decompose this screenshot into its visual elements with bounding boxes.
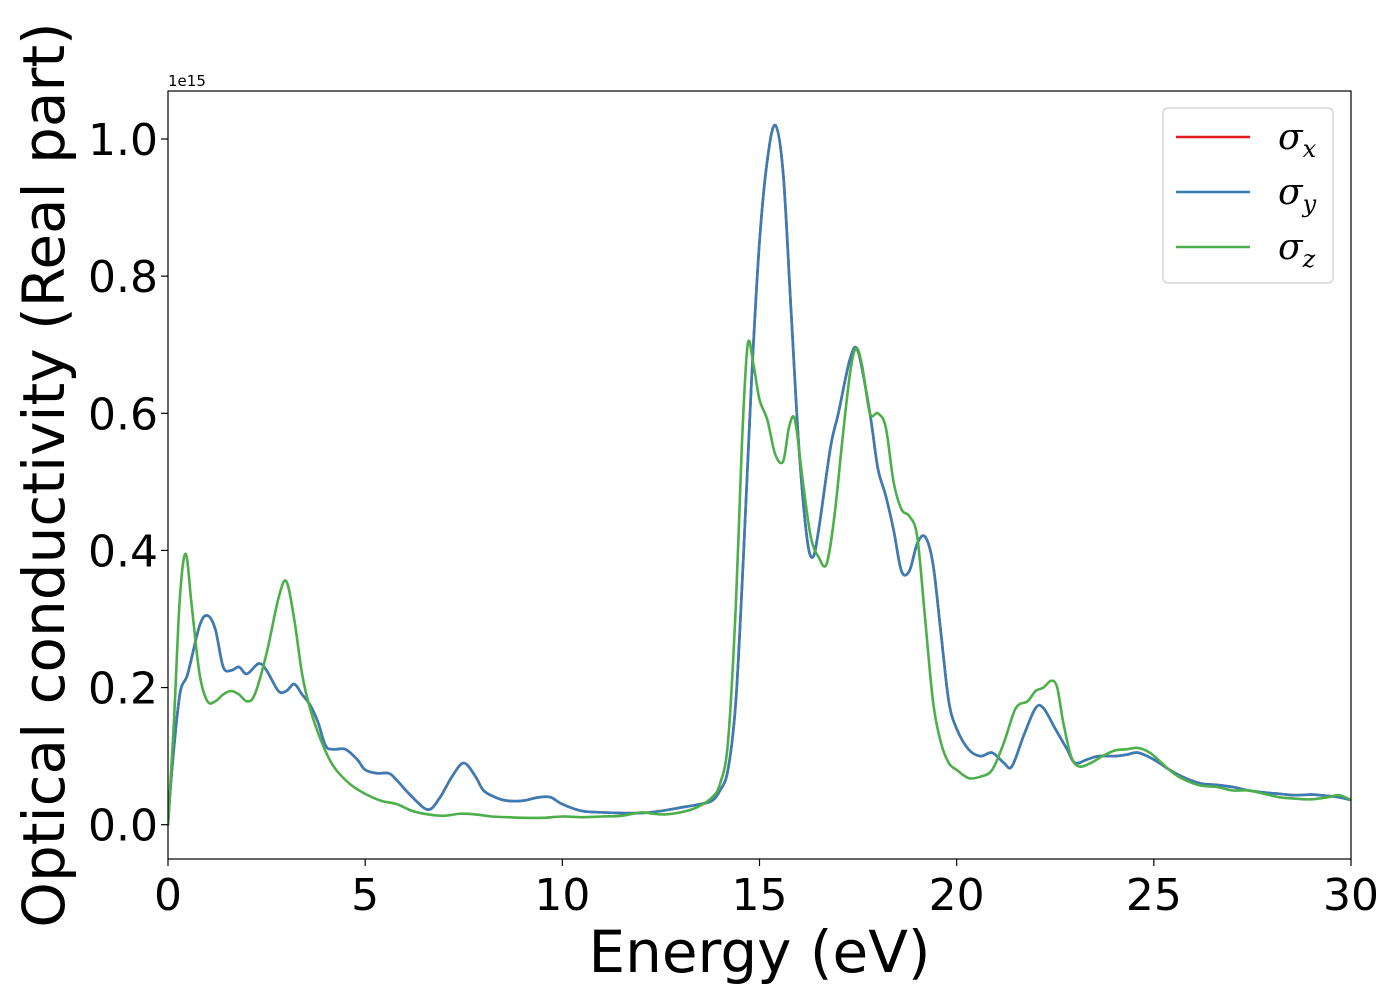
x-tick-label: 0 — [154, 870, 182, 921]
y-axis-title: Optical conductivity (Real part) — [10, 22, 78, 927]
x-tick-label: 10 — [534, 870, 590, 921]
legend-label-z: σz — [1278, 227, 1316, 273]
x-tick-label: 15 — [732, 870, 788, 921]
y-tick-label: 0.0 — [88, 801, 158, 852]
x-tick-label: 30 — [1323, 870, 1379, 921]
y-tick-label: 0.4 — [88, 526, 158, 577]
x-axis: 0 5 10 15 20 25 30 — [154, 859, 1379, 921]
legend-box — [1162, 107, 1334, 284]
legend-label-x: σx — [1278, 117, 1317, 163]
series-line-z — [168, 339, 1351, 827]
legend-label-y: σy — [1278, 172, 1317, 218]
y-tick-label: 1.0 — [88, 115, 158, 166]
x-tick-label: 25 — [1126, 870, 1182, 921]
x-tick-label: 20 — [929, 870, 985, 921]
series-line-y — [168, 123, 1351, 827]
x-axis-title: Energy (eV) — [588, 918, 930, 986]
y-tick-label: 0.8 — [88, 252, 158, 303]
y-tick-label: 0.2 — [88, 664, 158, 715]
series-layer — [168, 123, 1351, 827]
y-axis: 0.0 0.2 0.4 0.6 0.8 1.0 — [88, 115, 168, 852]
y-offset-label: 1e15 — [168, 72, 206, 90]
y-tick-label: 0.6 — [88, 389, 158, 440]
legend: σx σy σz — [1162, 107, 1334, 284]
x-tick-label: 5 — [351, 870, 379, 921]
